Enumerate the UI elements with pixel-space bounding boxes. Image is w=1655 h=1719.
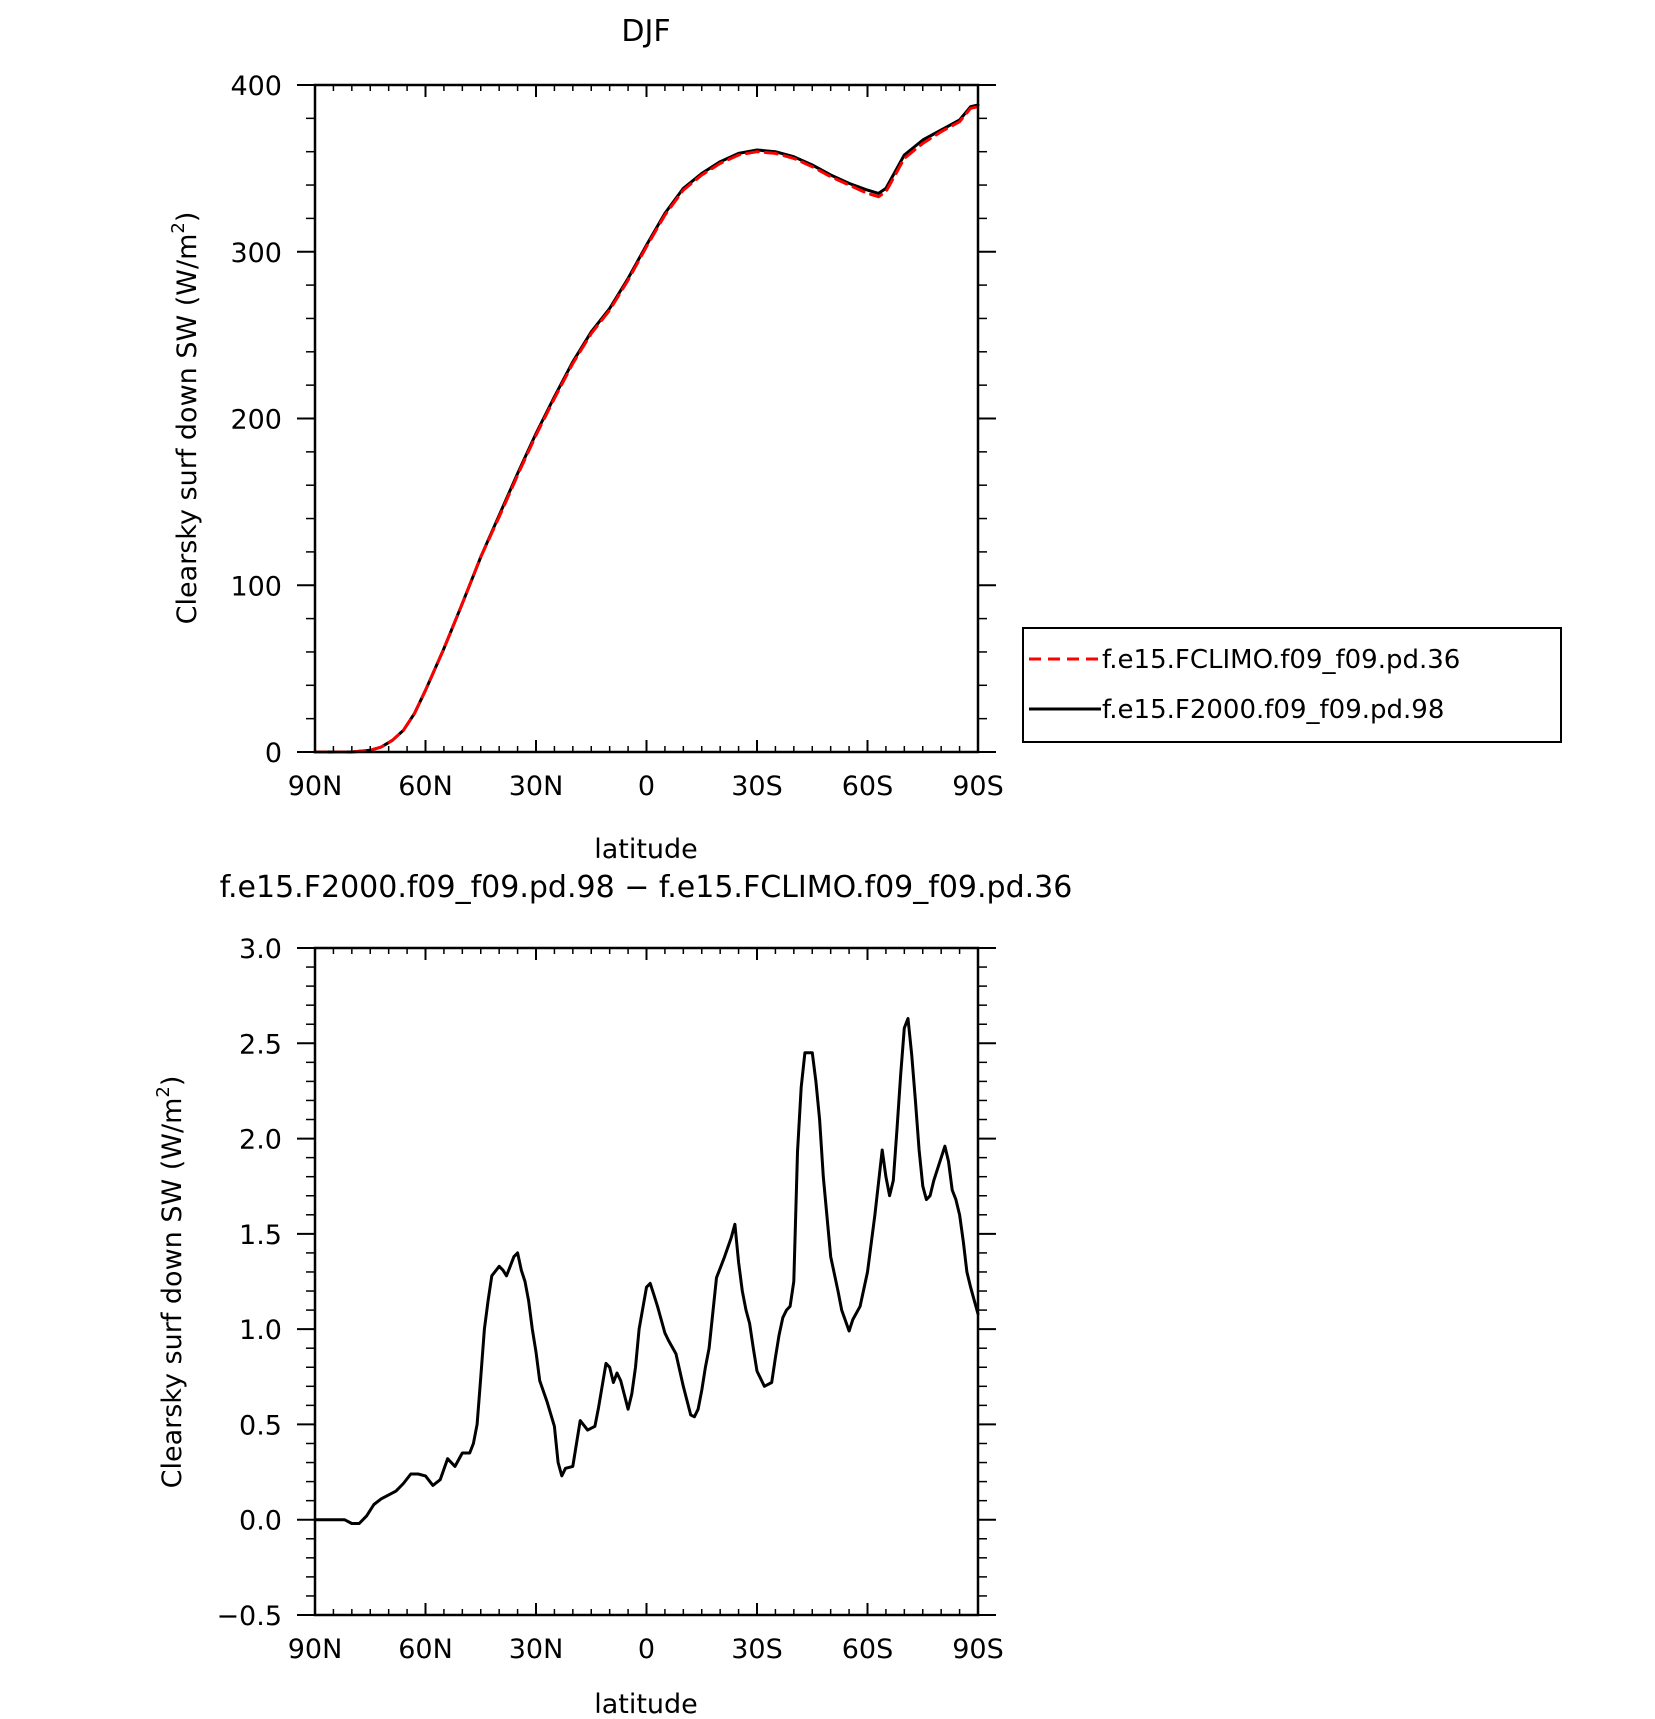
panel-title: f.e15.F2000.f09_f09.pd.98 − f.e15.FCLIMO… xyxy=(220,870,1073,905)
x-tick-label: 90S xyxy=(952,771,1004,802)
x-tick-label: 30S xyxy=(731,771,783,802)
series-group xyxy=(313,103,980,754)
y-axis-title: Clearsky surf down SW (W/m2) xyxy=(168,212,203,625)
y-tick-label: 2.0 xyxy=(239,1125,282,1156)
plot-frame xyxy=(313,83,980,754)
y-tick-label: 1.5 xyxy=(239,1220,282,1251)
series-group xyxy=(313,1017,980,1525)
y-tick-label: 300 xyxy=(230,238,282,269)
x-tick-label: 30S xyxy=(731,1634,783,1665)
y-tick-label: 100 xyxy=(230,571,282,602)
x-tick-label: 0 xyxy=(638,1634,655,1665)
y-axis-title-superscript: 2 xyxy=(168,222,189,233)
tick-marks xyxy=(297,947,996,1616)
x-tick-label: 90N xyxy=(288,771,343,802)
x-tick-label: 30N xyxy=(509,771,564,802)
climatology-panel: DJF Clearsky surf down SW (W/m2) latitud… xyxy=(168,14,1562,865)
x-tick-label: 90S xyxy=(952,1634,1004,1665)
y-tick-label: 0.5 xyxy=(239,1410,282,1441)
x-tick-label: 60N xyxy=(398,1634,453,1665)
y-tick-label: 2.5 xyxy=(239,1029,282,1060)
y-tick-label: 400 xyxy=(230,71,282,102)
difference-panel: f.e15.F2000.f09_f09.pd.98 − f.e15.FCLIMO… xyxy=(153,870,1072,1719)
y-tick-label: 0 xyxy=(265,738,282,769)
y-tick-label: −0.5 xyxy=(216,1601,282,1632)
x-tick-label: 90N xyxy=(288,1634,343,1665)
panel-title: DJF xyxy=(621,14,670,49)
x-tick-label: 60S xyxy=(842,771,894,802)
series-line-1 xyxy=(313,103,980,754)
y-axis-title: Clearsky surf down SW (W/m2) xyxy=(153,1076,188,1489)
legend-label-f2000: f.e15.F2000.f09_f09.pd.98 xyxy=(1102,695,1444,725)
x-tick-label: 60S xyxy=(842,1634,894,1665)
plot-frame xyxy=(313,946,980,1617)
x-tick-label: 30N xyxy=(509,1634,564,1665)
series-line-0 xyxy=(313,105,980,754)
x-axis-title: latitude xyxy=(594,1689,698,1719)
y-tick-label: 3.0 xyxy=(239,934,282,965)
x-axis-title: latitude xyxy=(594,834,698,865)
y-tick-label: 0.0 xyxy=(239,1506,282,1537)
x-tick-label: 60N xyxy=(398,771,453,802)
legend: f.e15.FCLIMO.f09_f09.pd.36 f.e15.F2000.f… xyxy=(1022,627,1562,743)
series-line-0 xyxy=(313,1017,980,1525)
legend-box xyxy=(1022,627,1562,743)
y-tick-label: 1.0 xyxy=(239,1315,282,1346)
y-axis-title-close: ) xyxy=(157,1076,188,1087)
x-tick-label: 0 xyxy=(638,771,655,802)
legend-label-fclimo: f.e15.FCLIMO.f09_f09.pd.36 xyxy=(1102,645,1460,675)
y-axis-title-superscript: 2 xyxy=(153,1086,174,1097)
y-axis-title-close: ) xyxy=(172,212,203,223)
y-tick-label: 200 xyxy=(230,405,282,436)
